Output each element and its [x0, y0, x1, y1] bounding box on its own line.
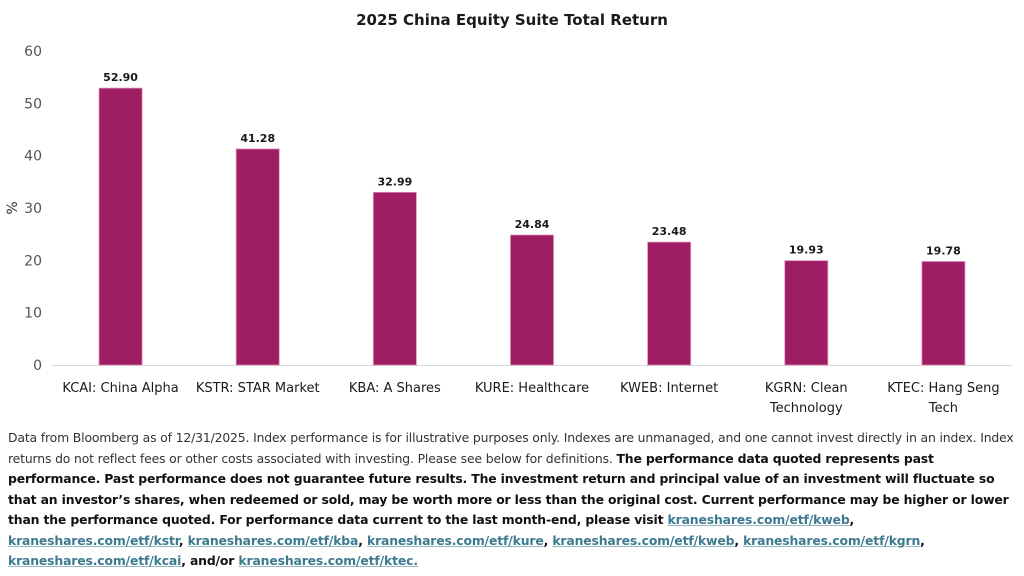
bar — [98, 87, 143, 366]
footnote-performance-note: The performance data quoted represents p… — [8, 451, 1009, 569]
category-label: KCAI: China Alpha — [62, 381, 178, 396]
link-separator: , — [849, 512, 855, 527]
data-label: 23.48 — [652, 225, 687, 238]
link-ktec[interactable]: kraneshares.com/etf/ktec. — [238, 553, 418, 568]
data-label: 52.90 — [103, 71, 138, 84]
y-tick-label: 40 — [24, 149, 42, 165]
link-separator: , — [734, 532, 744, 548]
footnote: Data from Bloomberg as of 12/31/2025. In… — [8, 428, 1018, 572]
footnote-bold-text: The performance data quoted represents p… — [8, 450, 1009, 528]
link-kure[interactable]: kraneshares.com/etf/kure — [366, 532, 544, 548]
category-labels-group: KCAI: China Alpha KSTR: STAR Market KBA: A… — [62, 381, 999, 416]
y-tick-label: 10 — [24, 306, 42, 322]
data-labels-group: 52.90 41.28 32.99 24.84 23.48 19.93 19.78 — [103, 71, 961, 257]
link-kcai[interactable]: kraneshares.com/etf/kcai — [8, 553, 182, 568]
y-tick-label: 30 — [24, 201, 42, 217]
y-tick-label: 60 — [24, 44, 42, 60]
bar — [784, 260, 829, 366]
y-tick-label: 20 — [24, 253, 42, 269]
link-kgrn[interactable]: kraneshares.com/etf/kgrn — [743, 532, 921, 548]
category-label: KWEB: Internet — [620, 381, 718, 396]
link-and-or: , and/or — [181, 553, 239, 568]
bar — [372, 191, 417, 366]
link-separator: , — [543, 532, 553, 548]
data-label: 32.99 — [377, 175, 412, 188]
link-kstr[interactable]: kraneshares.com/etf/kstr — [8, 532, 179, 548]
category-label: Technology — [769, 401, 843, 416]
category-label: Tech — [928, 401, 958, 416]
category-label: KGRN: Clean — [765, 381, 848, 396]
category-label: KURE: Healthcare — [475, 381, 589, 396]
bars-group — [98, 87, 966, 366]
data-label: 24.84 — [515, 218, 550, 231]
y-tick-label: 0 — [33, 358, 42, 374]
chart-container: 2025 China Equity Suite Total Return 0 10… — [5, 11, 1012, 416]
link-kba[interactable]: kraneshares.com/etf/kba — [187, 532, 359, 548]
link-kweb[interactable]: kraneshares.com/etf/kweb — [667, 512, 850, 527]
category-label: KTEC: Hang Seng — [887, 381, 999, 396]
chart-title: 2025 China Equity Suite Total Return — [356, 11, 668, 29]
link-separator: , — [178, 532, 188, 548]
y-axis-label: % — [5, 201, 21, 214]
bar — [235, 148, 280, 366]
bar — [510, 234, 554, 366]
bar-chart: 2025 China Equity Suite Total Return 0 10… — [5, 11, 1012, 416]
category-label: KBA: A Shares — [349, 381, 441, 396]
data-label: 19.93 — [789, 244, 824, 257]
bar — [647, 241, 692, 366]
category-label: KSTR: STAR Market — [196, 381, 320, 396]
y-tick-label: 50 — [24, 96, 42, 112]
link-kweb-2[interactable]: kraneshares.com/etf/kweb — [552, 532, 735, 548]
y-axis: 0 10 20 30 40 50 60 — [24, 44, 42, 374]
link-separator: , — [920, 532, 925, 548]
data-label: 19.78 — [926, 244, 961, 257]
bar — [921, 261, 966, 366]
footnote-disclaimer: Data from Bloomberg as of 12/31/2025. In… — [8, 430, 1014, 466]
link-separator: , — [358, 532, 367, 548]
data-label: 41.28 — [240, 132, 275, 145]
